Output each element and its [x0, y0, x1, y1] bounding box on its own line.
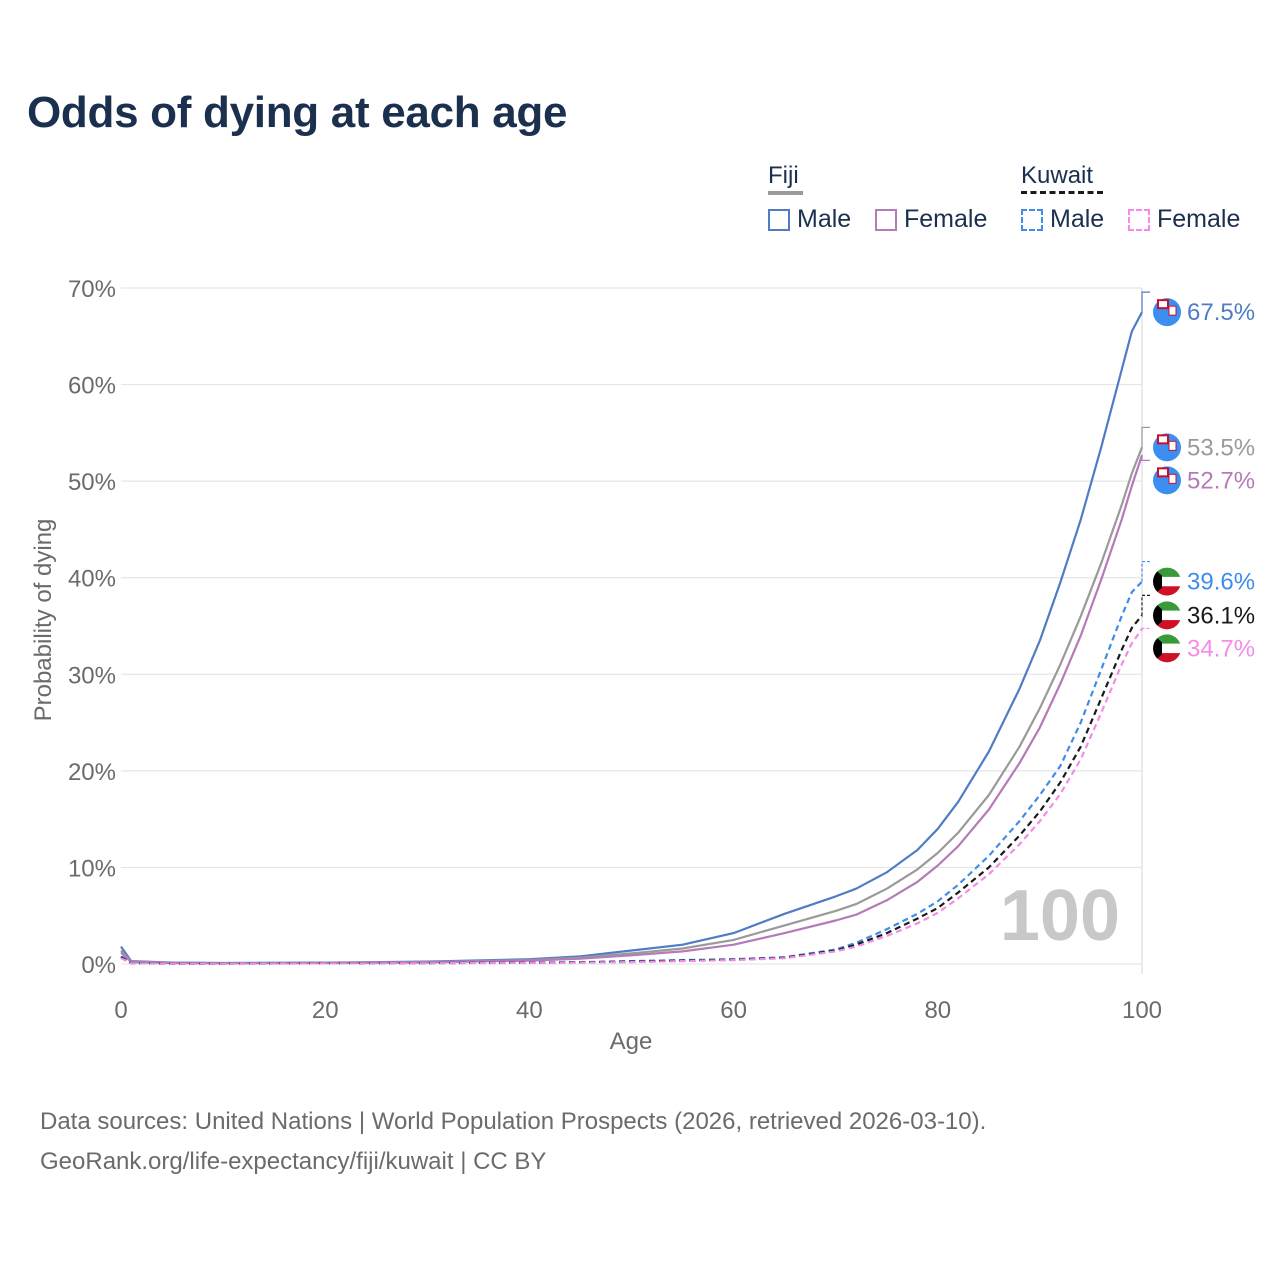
label-connector	[1141, 627, 1150, 629]
flag-marker	[1153, 634, 1181, 663]
footer-link[interactable]: GeoRank.org/life-expectancy/fiji/kuwait …	[40, 1148, 547, 1175]
series-line	[120, 454, 1144, 965]
label-connector	[1141, 594, 1150, 616]
year-watermark: 100	[1000, 876, 1120, 956]
x-axis-label: Age	[610, 1028, 653, 1055]
kuwait-flag-icon	[1153, 634, 1181, 663]
series-line	[120, 580, 1143, 965]
flag-stripe	[1153, 610, 1181, 621]
flag-shield-part	[1168, 305, 1177, 316]
kuwait-flag-icon	[1153, 567, 1181, 596]
flag-marker	[1153, 601, 1181, 630]
flag-trapezoid	[1153, 601, 1162, 630]
label-connector	[1141, 455, 1150, 461]
flag-trapezoid	[1153, 567, 1162, 596]
flag-marker	[1153, 433, 1181, 462]
y-tick-label: 60%	[68, 373, 116, 400]
flag-shield-part	[1168, 440, 1177, 451]
legend-swatch	[875, 208, 897, 231]
series-line	[120, 614, 1143, 965]
footer-sources: Data sources: United Nations | World Pop…	[40, 1108, 987, 1135]
end-value-label: 52.7%	[1187, 467, 1255, 494]
flag-stripe	[1153, 586, 1181, 596]
series-line	[120, 311, 1143, 965]
flag-marker	[1153, 567, 1181, 596]
legend-label: Female	[904, 205, 988, 233]
flag-stripe	[1153, 653, 1181, 663]
x-tick-label: 60	[720, 997, 747, 1024]
flag-union-part	[1159, 436, 1167, 443]
end-value-label: 39.6%	[1187, 569, 1255, 596]
end-value-label: 67.5%	[1187, 299, 1255, 326]
kuwait-flag-icon	[1153, 601, 1181, 630]
series-line	[120, 446, 1144, 965]
flag-marker	[1153, 298, 1181, 327]
x-tick-label: 0	[114, 997, 127, 1024]
flag-stripe	[1153, 601, 1181, 611]
x-tick-label: 100	[1122, 997, 1162, 1024]
legend-swatch	[1021, 208, 1043, 231]
end-value-label: 34.7%	[1187, 635, 1255, 662]
y-tick-label: 20%	[68, 759, 116, 786]
legend-group-fiji: Fiji	[768, 162, 799, 189]
flag-shield-part	[1168, 473, 1177, 484]
legend-item-kuwait-female[interactable]: Female	[1128, 205, 1240, 234]
legend-label: Male	[1050, 205, 1105, 233]
flag-stripe	[1153, 567, 1181, 577]
flag-marker	[1153, 466, 1181, 495]
y-tick-label: 40%	[68, 566, 116, 593]
label-connector	[1141, 291, 1150, 313]
legend-swatch	[1128, 208, 1150, 231]
label-connector	[1141, 560, 1150, 582]
y-tick-label: 50%	[68, 469, 116, 496]
line-chart: 100 0 20 40 60 80 100 0% 10% 20% 30% 40% 50% 60% 70%…	[30, 276, 1255, 1055]
legend-label: Male	[797, 205, 852, 233]
legend-kuwait-line	[1021, 191, 1103, 194]
series-line	[120, 628, 1143, 965]
legend-swatch	[768, 208, 790, 231]
flag-union-part	[1159, 469, 1167, 476]
end-value-label: 36.1%	[1187, 602, 1255, 629]
x-tick-label: 80	[924, 997, 951, 1024]
chart-title: Odds of dying at each age	[27, 88, 568, 137]
x-tick-label: 40	[516, 997, 543, 1024]
flag-stripe	[1153, 643, 1181, 654]
legend-label: Female	[1157, 205, 1241, 233]
flag-union-part	[1159, 301, 1167, 308]
flag-trapezoid	[1153, 634, 1162, 663]
end-value-label: 53.5%	[1187, 434, 1255, 461]
legend-item-kuwait-male[interactable]: Male	[1021, 205, 1104, 234]
y-tick-label: 70%	[68, 276, 116, 303]
x-tick-label: 20	[312, 997, 339, 1024]
y-axis-label: Probability of dying	[30, 519, 57, 722]
legend-group-kuwait: Kuwait	[1021, 162, 1094, 189]
legend-item-fiji-male[interactable]: Male	[768, 205, 851, 234]
y-tick-label: 0%	[81, 952, 116, 979]
flag-stripe	[1153, 634, 1181, 644]
y-tick-label: 10%	[68, 855, 116, 882]
flag-stripe	[1153, 576, 1181, 587]
legend-fiji-line	[768, 191, 803, 195]
legend-item-fiji-female[interactable]: Female	[875, 205, 987, 234]
y-tick-label: 30%	[68, 662, 116, 689]
flag-stripe	[1153, 620, 1181, 630]
label-connector	[1141, 426, 1150, 448]
